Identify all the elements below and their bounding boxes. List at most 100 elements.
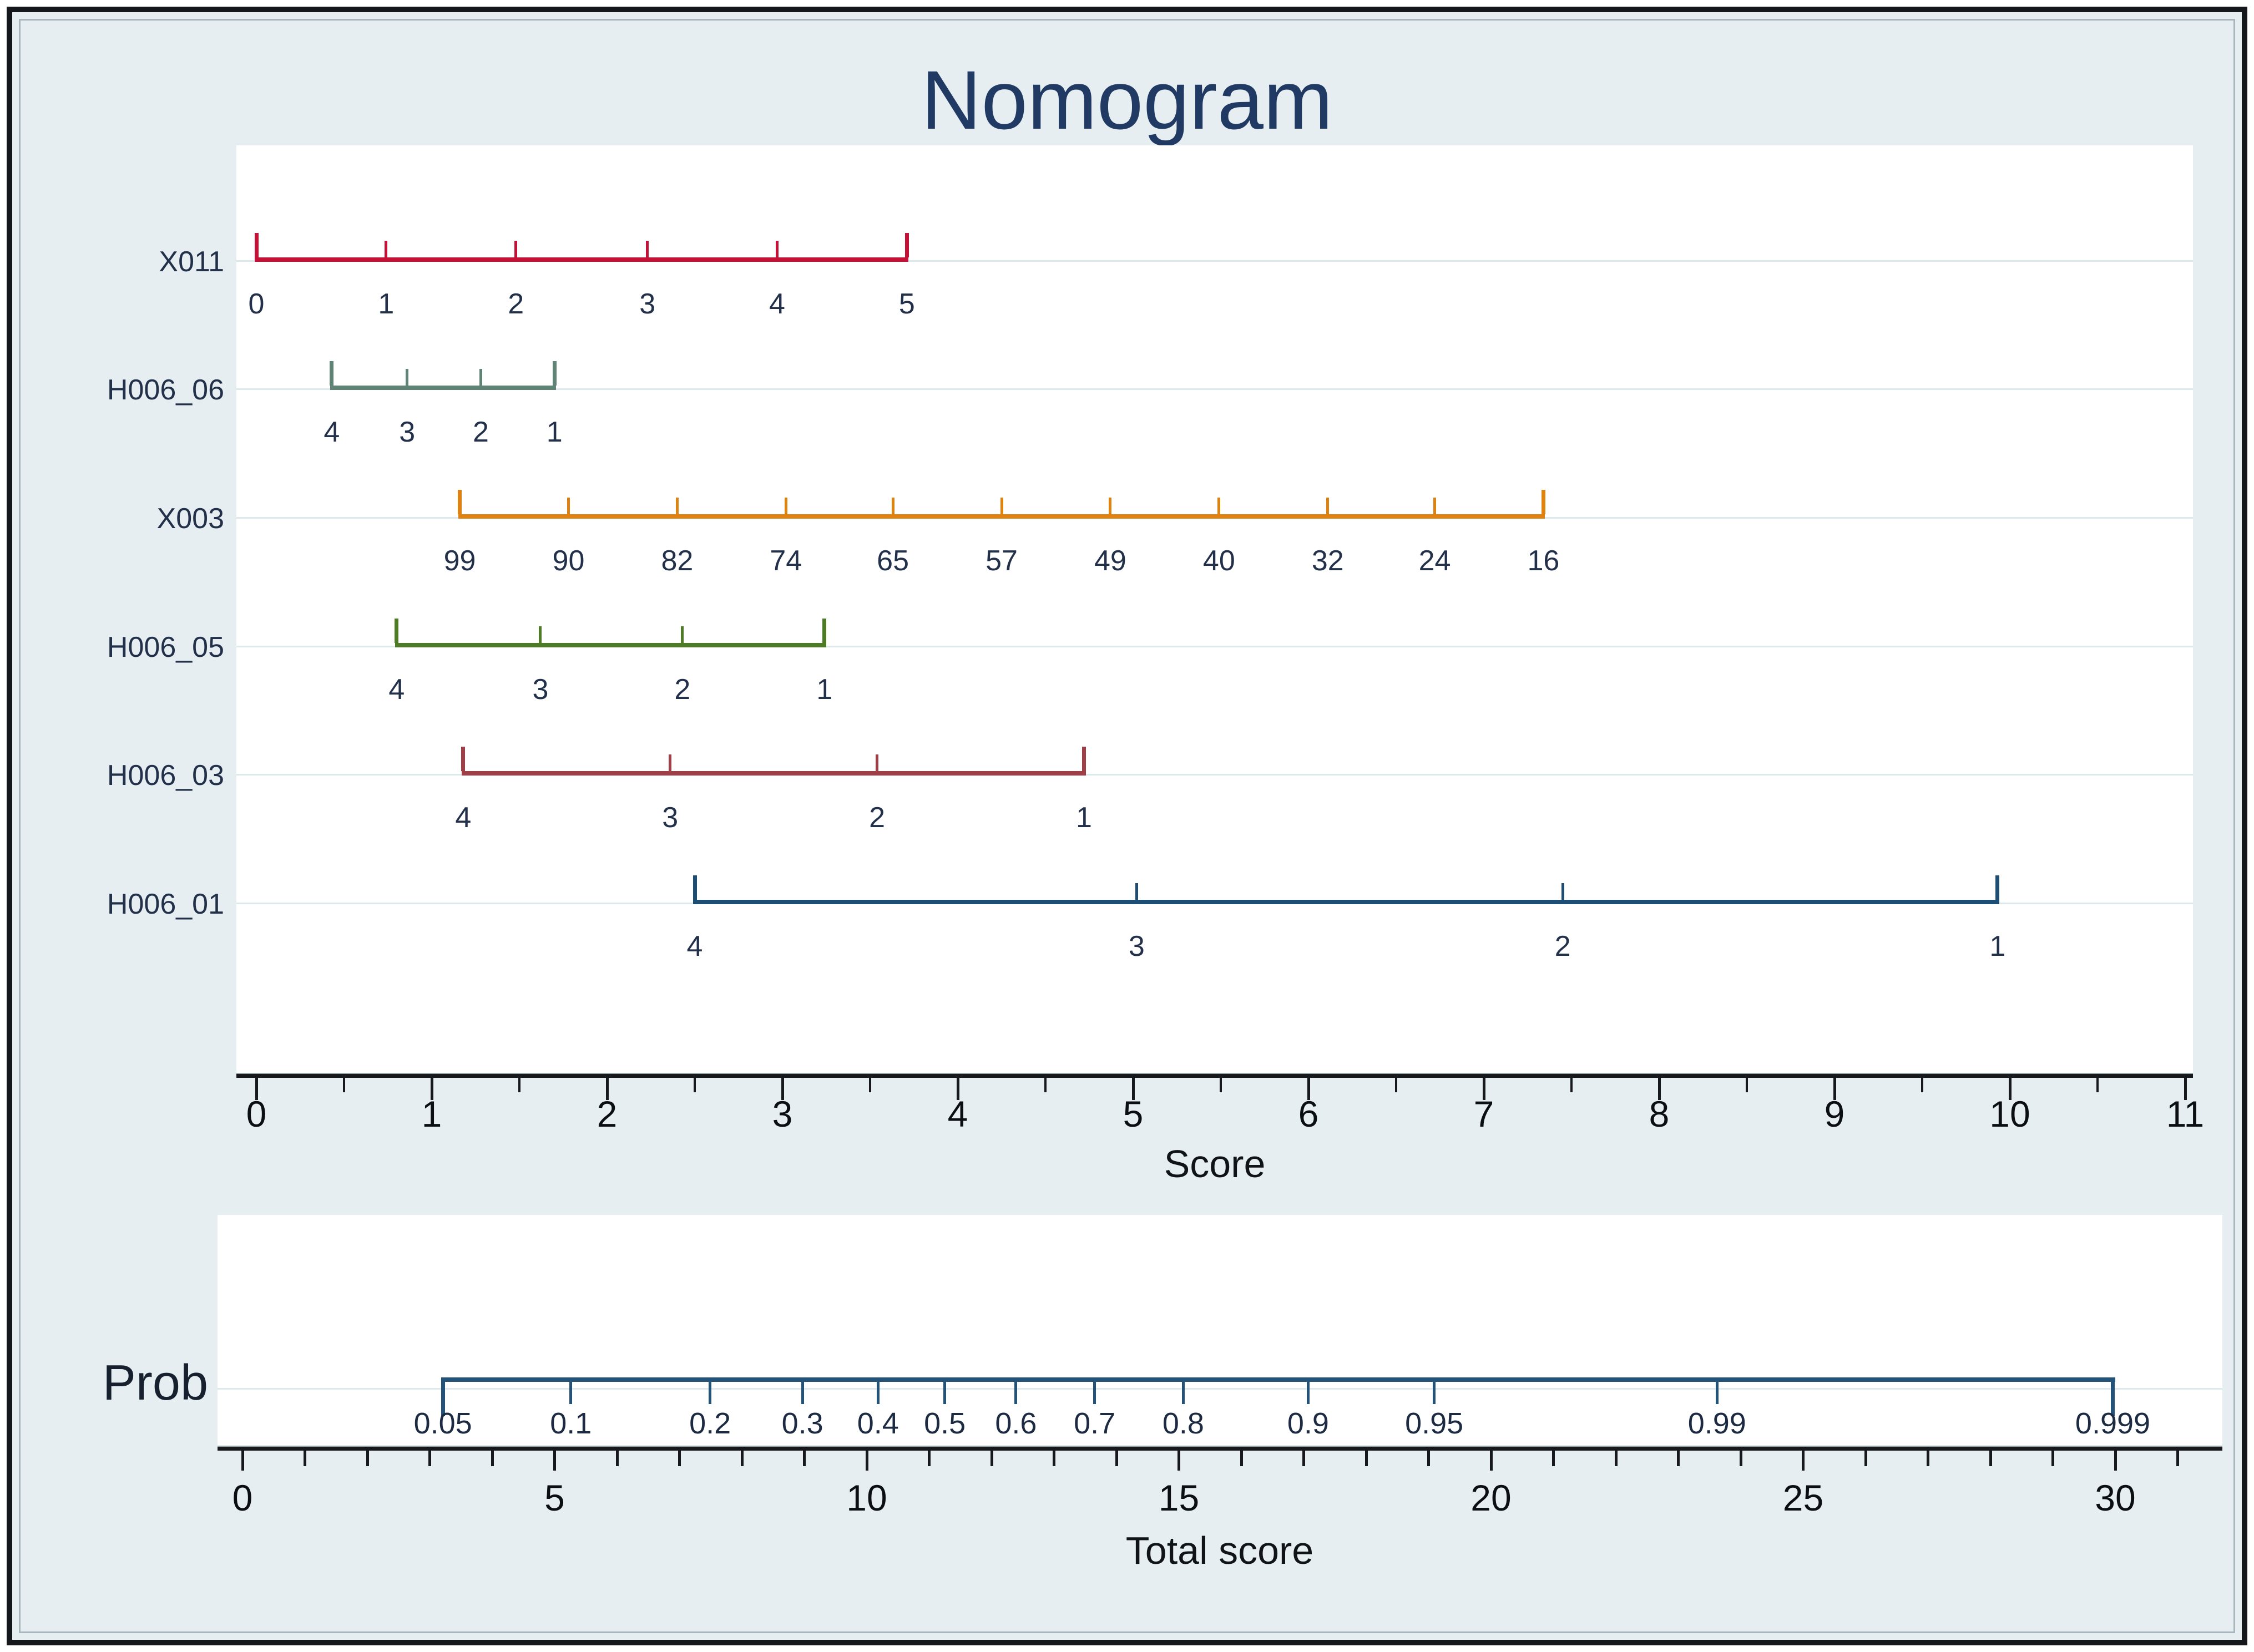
prob-scale-label: Prob — [102, 1355, 208, 1411]
scale-tick — [876, 754, 879, 771]
prob-tick — [1306, 1377, 1310, 1404]
scale-tick — [254, 233, 259, 257]
prob-tick-label: 0.95 — [1405, 1407, 1464, 1440]
scale-tick — [567, 498, 570, 514]
score-axis-tick — [430, 1078, 433, 1100]
prob-tick-label: 0.6 — [995, 1407, 1037, 1440]
total-axis-minor-tick — [1552, 1451, 1555, 1466]
scale-tick — [539, 626, 542, 643]
total-axis-tick-label: 25 — [1782, 1477, 1824, 1518]
score-axis-tick — [255, 1078, 258, 1100]
figure-canvas: Nomogram Score Total score Prob X011 0 1 2 3… — [12, 12, 2242, 1640]
scale-line — [458, 514, 1545, 519]
score-axis-tick-label: 11 — [2166, 1093, 2205, 1134]
total-axis-minor-tick — [1864, 1451, 1867, 1466]
score-axis-title: Score — [1164, 1142, 1266, 1185]
score-axis-tick-label: 6 — [1298, 1093, 1319, 1134]
scale-tick-label: 2 — [869, 802, 886, 834]
total-axis-minor-tick — [740, 1451, 744, 1466]
score-axis-minor-tick — [2096, 1078, 2099, 1092]
scale-tick — [330, 361, 334, 386]
score-axis-tick — [956, 1078, 959, 1100]
scale-tick — [1082, 747, 1086, 771]
score-axis-tick — [1307, 1078, 1310, 1100]
scale-tick — [776, 241, 779, 257]
score-axis-minor-tick — [869, 1078, 871, 1092]
total-axis-tick-label: 5 — [544, 1477, 565, 1518]
scale-tick — [681, 626, 684, 643]
prob-tick-label: 0.999 — [2075, 1407, 2151, 1440]
score-axis-tick-label: 4 — [947, 1093, 968, 1134]
prob-scale-line — [441, 1377, 2115, 1382]
prob-tick — [801, 1377, 804, 1404]
total-axis-minor-tick — [304, 1451, 306, 1466]
scale-tick-label: 57 — [986, 545, 1018, 577]
scale-tick — [1326, 498, 1330, 514]
scale-tick-label: 1 — [1989, 930, 2006, 962]
scale-tick-label: 4 — [455, 802, 472, 834]
score-axis-tick-label: 7 — [1473, 1093, 1494, 1134]
scale-tick — [458, 490, 462, 514]
scale-tick-label: 3 — [532, 673, 549, 706]
total-axis-minor-tick — [1053, 1451, 1055, 1466]
total-axis-title: Total score — [1125, 1529, 1314, 1572]
scale-line — [395, 643, 826, 647]
scale-tick — [1561, 883, 1564, 900]
scale-tick-label: 4 — [686, 930, 703, 962]
total-axis-minor-tick — [803, 1451, 806, 1466]
total-axis-minor-tick — [2051, 1451, 2054, 1466]
scale-tick — [1109, 498, 1112, 514]
upper-panel-edge — [236, 1073, 2193, 1074]
total-axis-minor-tick — [491, 1451, 494, 1466]
score-axis-minor-tick — [518, 1078, 520, 1092]
total-axis-tick — [553, 1451, 556, 1471]
score-axis-tick — [2184, 1078, 2187, 1100]
prob-tick-label: 0.99 — [1687, 1407, 1746, 1440]
scale-tick-label: 40 — [1202, 545, 1235, 577]
figure-background: Nomogram Score Total score Prob X011 0 1 2 3… — [7, 7, 2247, 1645]
total-axis-tick — [1489, 1451, 1493, 1471]
chart-title: Nomogram — [921, 53, 1333, 146]
total-axis-minor-tick — [1927, 1451, 1929, 1466]
score-axis-minor-tick — [1921, 1078, 1923, 1092]
score-axis-tick — [781, 1078, 784, 1100]
scale-label-H006_05: H006_05 — [107, 631, 224, 663]
prob-tick-label: 0.4 — [857, 1407, 899, 1440]
score-axis-tick — [605, 1078, 609, 1100]
scale-line — [461, 771, 1086, 776]
scale-line — [693, 900, 1999, 904]
score-axis-tick — [1482, 1078, 1485, 1100]
total-axis-minor-tick — [1739, 1451, 1742, 1466]
total-axis-minor-tick — [2176, 1451, 2179, 1466]
scale-tick — [1135, 883, 1138, 900]
total-axis-minor-tick — [1302, 1451, 1305, 1466]
scale-label-H006_03: H006_03 — [107, 759, 224, 792]
total-axis-tick-label: 30 — [2095, 1477, 2136, 1518]
scale-tick-label: 2 — [473, 416, 489, 448]
scale-label-X011: X011 — [159, 246, 224, 278]
scale-tick-label: 32 — [1311, 545, 1344, 577]
prob-tick-label: 0.05 — [413, 1407, 472, 1440]
lower-panel-edge — [218, 1446, 2222, 1447]
total-axis-minor-tick — [1427, 1451, 1430, 1466]
prob-tick — [1014, 1377, 1018, 1404]
total-axis-minor-tick — [1989, 1451, 1992, 1466]
scale-tick-label: 3 — [399, 416, 416, 448]
score-axis-minor-tick — [1044, 1078, 1047, 1092]
scale-label-H006_01: H006_01 — [107, 888, 224, 920]
scale-tick — [693, 875, 697, 900]
upper-plot-panel — [236, 145, 2193, 1074]
scale-tick-label: 2 — [674, 673, 691, 706]
scale-tick-label: 2 — [508, 288, 524, 320]
score-axis-tick-label: 2 — [597, 1093, 618, 1134]
scale-tick-label: 2 — [1554, 930, 1571, 962]
total-axis-minor-tick — [366, 1451, 369, 1466]
scale-tick — [479, 369, 482, 386]
scale-tick — [784, 498, 787, 514]
total-axis-tick — [2114, 1451, 2117, 1471]
scale-tick — [1995, 875, 2000, 900]
score-axis-tick-label: 5 — [1123, 1093, 1144, 1134]
scale-tick — [552, 361, 557, 386]
prob-tick — [1093, 1377, 1096, 1404]
score-axis-minor-tick — [1395, 1078, 1397, 1092]
